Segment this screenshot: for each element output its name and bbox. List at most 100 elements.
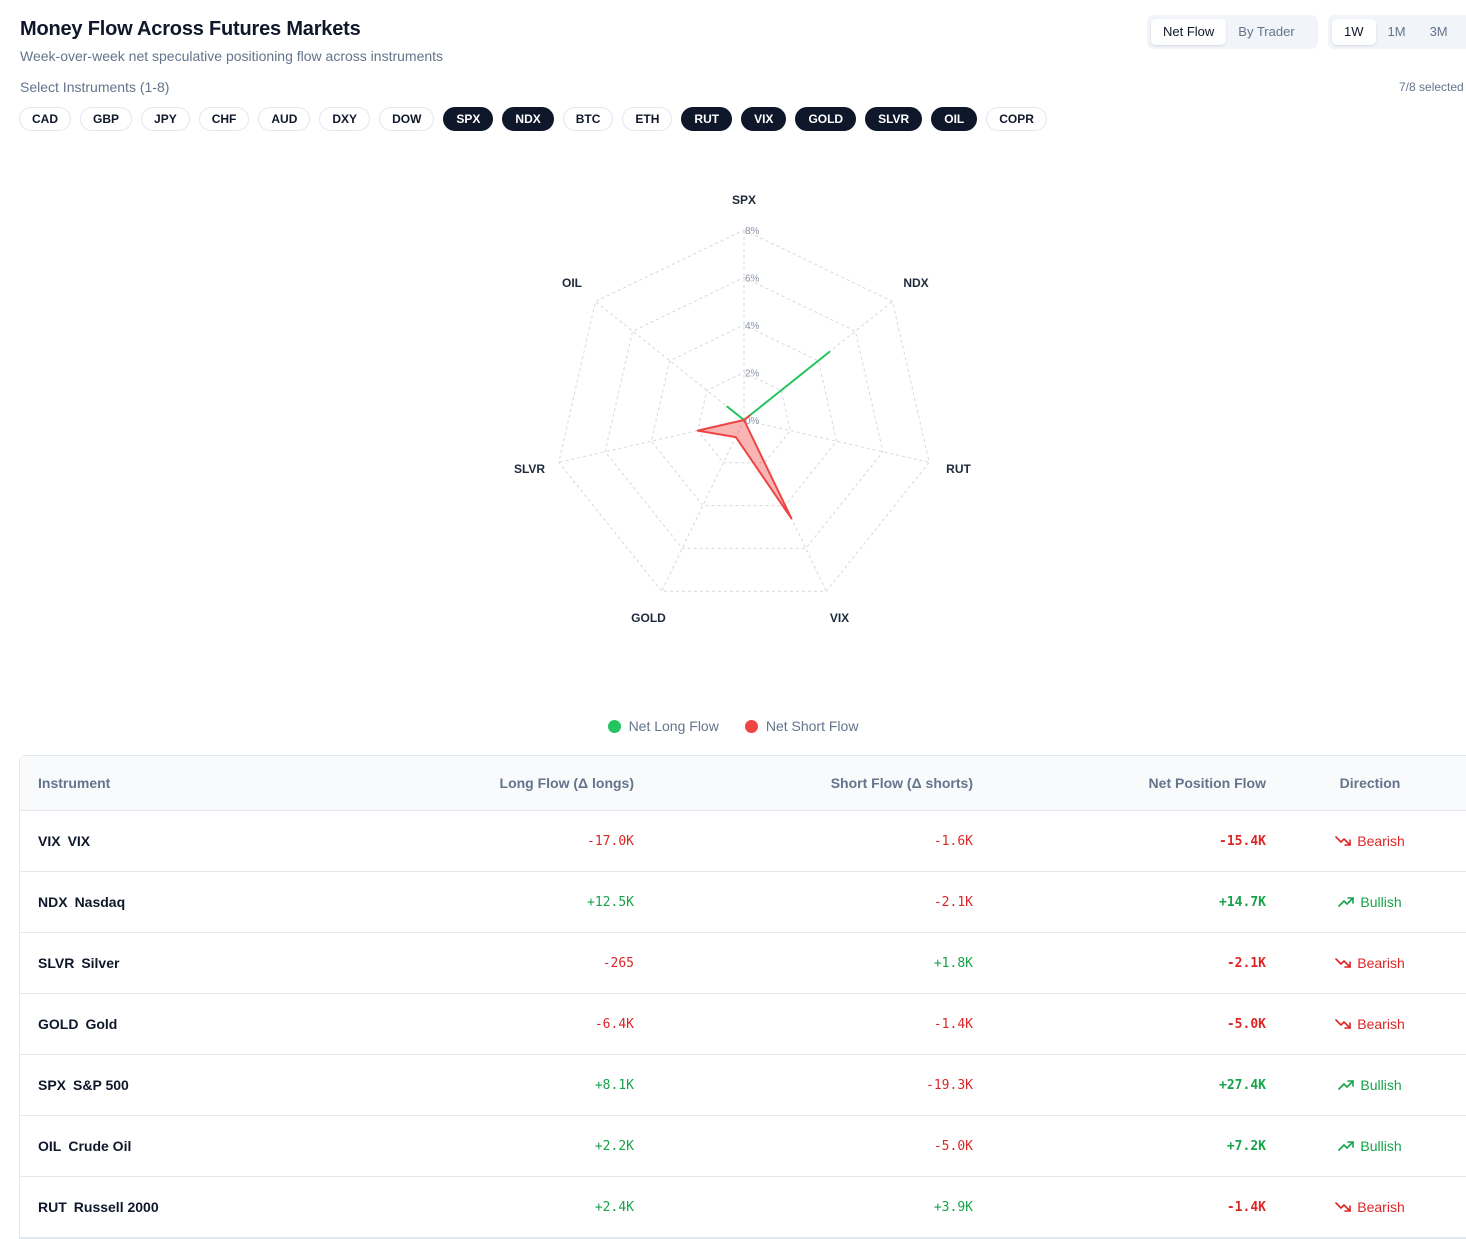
instrument-name: Russell 2000 — [73, 1199, 159, 1215]
header-direction: Direction — [1339, 775, 1401, 791]
trending-down-icon — [1335, 1018, 1352, 1030]
instrument-cell: NDX Nasdaq — [38, 872, 125, 932]
direction-label: Bearish — [1357, 1199, 1405, 1215]
instrument-chip-aud[interactable]: AUD — [258, 107, 311, 131]
instrument-selector-label: Select Instruments (1-8) — [20, 79, 170, 95]
radar-series-area — [696, 414, 793, 520]
radar-grid-ring — [650, 324, 838, 507]
direction-badge: Bearish — [1335, 955, 1405, 971]
instrument-chips: CAD GBP JPY CHF AUD DXY DOW SPX NDX BTC ETH RUT VIX G… — [19, 107, 1047, 131]
net-flow-value: +14.7K — [1219, 894, 1266, 910]
legend-label: Net Short Flow — [765, 718, 859, 734]
direction-cell: Bullish — [1310, 1116, 1430, 1176]
header-instrument: Instrument — [38, 775, 111, 791]
table-row[interactable]: SLVR Silver -265 +1.8K -2.1K Bearish — [20, 933, 1466, 994]
direction-label: Bullish — [1360, 894, 1402, 910]
table-row[interactable]: OIL Crude Oil +2.2K -5.0K +7.2K Bullish — [20, 1116, 1466, 1177]
radar-grid-ring — [558, 229, 930, 592]
radar-axis-label: SPX — [732, 193, 756, 207]
instrument-symbol: GOLD — [38, 1016, 79, 1032]
instrument-chip-vix[interactable]: VIX — [741, 107, 787, 131]
table-row[interactable]: VIX VIX -17.0K -1.6K -15.4K Bearish — [20, 811, 1466, 872]
long-flow-value: +12.5K — [587, 894, 634, 910]
instrument-cell: SPX S&P 500 — [38, 1055, 129, 1115]
header-net-flow: Net Position Flow — [1148, 775, 1266, 791]
table-body: VIX VIX -17.0K -1.6K -15.4K Bearish NDX Nasdaq +… — [20, 811, 1466, 1238]
direction-label: Bearish — [1357, 955, 1405, 971]
direction-label: Bearish — [1357, 833, 1405, 849]
view-toggle: Net Flow By Trader — [1147, 15, 1318, 49]
trending-down-icon — [1335, 1201, 1352, 1213]
instrument-cell: VIX VIX — [38, 811, 90, 871]
direction-label: Bullish — [1360, 1138, 1402, 1154]
instrument-chip-spx[interactable]: SPX — [443, 107, 494, 131]
instrument-symbol: SPX — [38, 1077, 67, 1093]
legend-label: Net Long Flow — [628, 718, 719, 734]
instrument-chip-gbp[interactable]: GBP — [80, 107, 133, 131]
radar-axis-label: RUT — [946, 462, 971, 476]
direction-label: Bearish — [1357, 1016, 1405, 1032]
long-flow-value: -17.0K — [587, 833, 634, 849]
net-flow-value: -2.1K — [1226, 955, 1266, 971]
instrument-name: Nasdaq — [74, 894, 126, 910]
instrument-name: Crude Oil — [68, 1138, 132, 1154]
direction-cell: Bearish — [1310, 994, 1430, 1054]
radar-spoke — [595, 301, 745, 421]
instrument-chip-eth[interactable]: ETH — [622, 107, 673, 131]
long-flow-value: +2.2K — [594, 1138, 634, 1154]
long-flow-value: +2.4K — [594, 1199, 634, 1215]
direction-badge: Bearish — [1335, 833, 1405, 849]
instrument-chip-ndx[interactable]: NDX — [502, 107, 554, 131]
table-row[interactable]: SPX S&P 500 +8.1K -19.3K +27.4K Bullish — [20, 1055, 1466, 1116]
instrument-cell: OIL Crude Oil — [38, 1116, 131, 1176]
instrument-chip-gold[interactable]: GOLD — [795, 107, 857, 131]
radar-axis-label: VIX — [830, 611, 849, 625]
radar-axis-label: NDX — [903, 276, 928, 290]
view-toggle-net-flow[interactable]: Net Flow — [1151, 19, 1227, 45]
header-long-flow: Long Flow (Δ longs) — [499, 775, 634, 791]
selected-count: 7/8 selected — [1399, 80, 1464, 94]
instrument-chip-chf[interactable]: CHF — [198, 107, 250, 131]
instrument-chip-dxy[interactable]: DXY — [319, 107, 371, 131]
instrument-chip-jpy[interactable]: JPY — [141, 107, 190, 131]
direction-badge: Bullish — [1338, 1077, 1402, 1093]
radar-axis-label: OIL — [562, 276, 582, 290]
legend-marker — [607, 719, 621, 733]
flow-table: Instrument Long Flow (Δ longs) Short Flo… — [19, 755, 1466, 1239]
instrument-chip-dow[interactable]: DOW — [379, 107, 435, 131]
short-flow-value: -1.4K — [933, 1016, 973, 1032]
table-row[interactable]: NDX Nasdaq +12.5K -2.1K +14.7K Bullish — [20, 872, 1466, 933]
table-row[interactable]: GOLD Gold -6.4K -1.4K -5.0K Bearish — [20, 994, 1466, 1055]
instrument-name: Silver — [81, 955, 120, 971]
period-toggle-3m[interactable]: 3M — [1429, 24, 1448, 39]
period-toggle: 1W 1M 3M — [1328, 15, 1466, 49]
radar-series-area — [726, 350, 831, 421]
instrument-chip-cad[interactable]: CAD — [19, 107, 71, 131]
instrument-chip-copr[interactable]: COPR — [986, 107, 1047, 131]
short-flow-value: -19.3K — [926, 1077, 973, 1093]
legend-marker — [744, 719, 758, 733]
direction-cell: Bearish — [1310, 811, 1430, 871]
direction-badge: Bearish — [1335, 1199, 1405, 1215]
radar-tick-label: 0% — [745, 416, 760, 427]
legend-item[interactable]: Net Short Flow — [744, 718, 859, 734]
instrument-symbol: RUT — [38, 1199, 67, 1215]
radar-tick-label: 4% — [745, 321, 760, 332]
instrument-chip-btc[interactable]: BTC — [562, 107, 614, 131]
instrument-symbol: VIX — [38, 833, 61, 849]
short-flow-value: -1.6K — [933, 833, 973, 849]
view-toggle-by-trader[interactable]: By Trader — [1238, 24, 1295, 39]
period-toggle-1w[interactable]: 1W — [1332, 19, 1376, 45]
direction-cell: Bullish — [1310, 1055, 1430, 1115]
direction-badge: Bearish — [1335, 1016, 1405, 1032]
chart-legend: Net Long Flow Net Short Flow — [0, 718, 1466, 734]
instrument-chip-slvr[interactable]: SLVR — [865, 107, 923, 131]
instrument-cell: SLVR Silver — [38, 933, 119, 993]
legend-item[interactable]: Net Long Flow — [607, 718, 719, 734]
direction-label: Bullish — [1360, 1077, 1402, 1093]
period-toggle-1m[interactable]: 1M — [1387, 24, 1406, 39]
trending-up-icon — [1338, 896, 1355, 908]
instrument-name: S&P 500 — [73, 1077, 129, 1093]
instrument-chip-rut[interactable]: RUT — [681, 107, 733, 131]
instrument-chip-oil[interactable]: OIL — [931, 107, 978, 131]
